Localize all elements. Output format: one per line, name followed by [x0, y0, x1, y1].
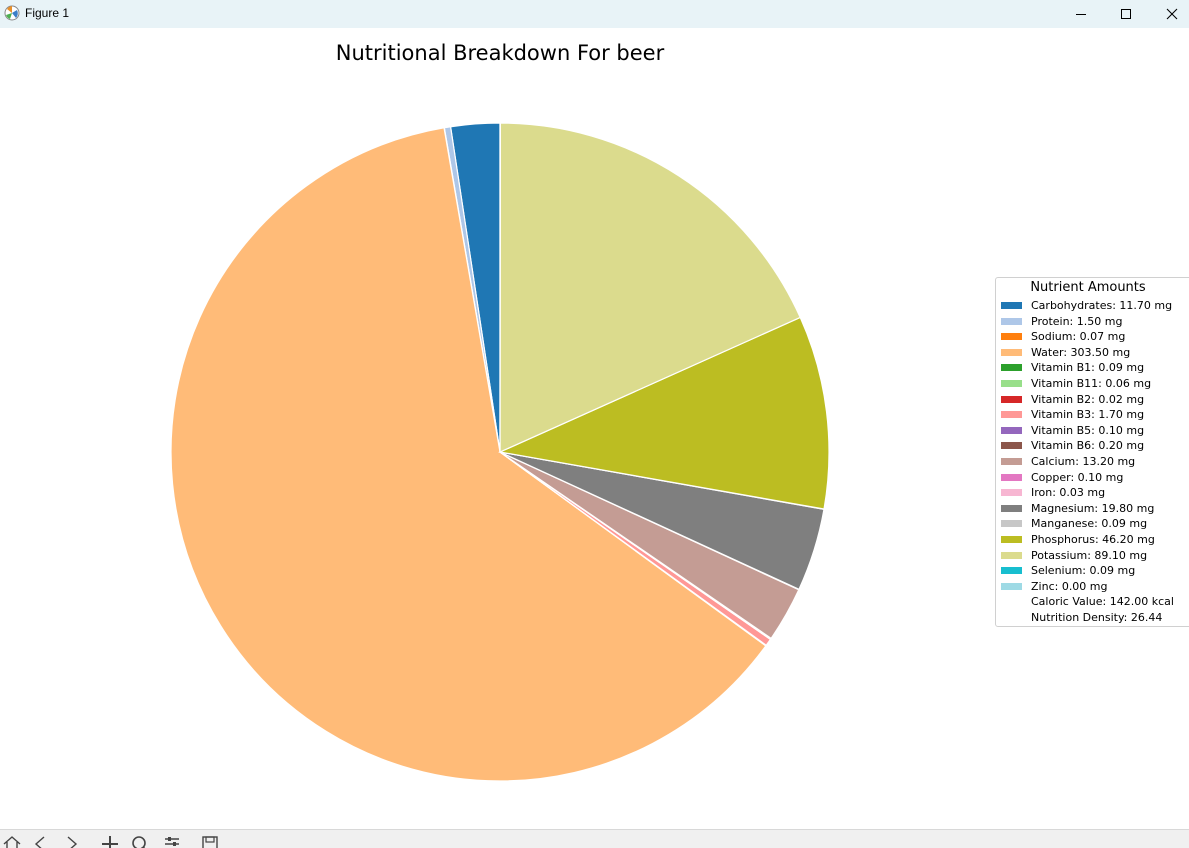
legend-swatch	[1001, 567, 1022, 575]
legend-label: Selenium: 0.09 mg	[1031, 564, 1136, 578]
pie-slice-phosphorus	[497, 316, 830, 510]
matplotlib-app-icon	[4, 5, 20, 21]
forward-icon	[67, 836, 78, 848]
legend-label: Vitamin B5: 0.10 mg	[1031, 423, 1145, 437]
legend-label: Potassium: 89.10 mg	[1031, 548, 1148, 562]
legend-label: Calcium: 13.20 mg	[1031, 454, 1136, 468]
configure-icon	[165, 837, 179, 846]
legend-swatch	[1001, 457, 1022, 465]
minimize-button[interactable]	[1058, 0, 1104, 28]
home-button[interactable]	[2, 834, 24, 848]
chart-title: Nutritional Breakdown For beer	[335, 41, 665, 65]
legend-swatch	[1001, 551, 1022, 559]
legend-title: Nutrient Amounts	[1030, 280, 1146, 295]
legend-label: Protein: 1.50 mg	[1031, 314, 1123, 328]
legend-label: Vitamin B11: 0.06 mg	[1031, 376, 1152, 390]
minimize-icon	[1076, 14, 1086, 15]
zoom-icon	[132, 836, 146, 848]
legend-label: Caloric Value: 142.00 kcal	[1031, 595, 1174, 609]
legend-label: Copper: 0.10 mg	[1031, 470, 1124, 484]
legend-swatch	[1001, 348, 1022, 356]
save-icon	[202, 836, 218, 848]
pan-button[interactable]	[100, 834, 122, 848]
legend-swatch	[1001, 395, 1022, 403]
legend-label: Zinc: 0.00 mg	[1031, 579, 1108, 593]
legend-swatch	[1001, 504, 1022, 512]
legend-swatch	[1001, 333, 1022, 341]
forward-button[interactable]	[62, 834, 84, 848]
legend-label: Phosphorus: 46.20 mg	[1031, 532, 1155, 546]
legend-label: Carbohydrates: 11.70 mg	[1031, 299, 1173, 312]
legend-swatch	[1001, 473, 1022, 481]
zoom-button[interactable]	[130, 834, 152, 848]
save-button[interactable]	[200, 834, 222, 848]
home-icon	[3, 836, 21, 848]
pie-chart	[170, 122, 830, 782]
close-button[interactable]	[1149, 0, 1189, 28]
pie-slice-water	[170, 127, 767, 782]
window-title: Figure 1	[25, 6, 70, 20]
legend-label: Vitamin B2: 0.02 mg	[1031, 392, 1145, 406]
legend-label: Vitamin B3: 1.70 mg	[1031, 408, 1145, 422]
legend-label: Iron: 0.03 mg	[1031, 486, 1106, 500]
legend-label: Nutrition Density: 26.44	[1031, 610, 1163, 624]
legend-swatch	[1001, 489, 1022, 497]
legend-label: Vitamin B1: 0.09 mg	[1031, 361, 1145, 375]
back-button[interactable]	[30, 834, 52, 848]
pie-slice-potassium	[499, 122, 802, 453]
maximize-button[interactable]	[1103, 0, 1149, 28]
pan-icon	[102, 836, 118, 848]
maximize-icon	[1121, 9, 1131, 19]
plot-canvas[interactable]: Nutritional Breakdown For beer Nutrient …	[0, 28, 1189, 829]
legend-swatch	[1001, 379, 1022, 387]
legend-swatch	[1001, 442, 1022, 450]
back-icon	[34, 836, 45, 848]
legend-swatch	[1001, 411, 1022, 419]
legend-swatch	[1001, 426, 1022, 434]
legend-swatch	[1001, 520, 1022, 528]
legend-swatch	[1001, 302, 1022, 309]
legend-label: Water: 303.50 mg	[1031, 345, 1131, 359]
legend-label: Vitamin B6: 0.20 mg	[1031, 439, 1145, 453]
title-bar[interactable]: Figure 1	[0, 0, 1189, 28]
navigation-toolbar	[0, 829, 1189, 848]
legend: Nutrient Amounts Carbohydrates: 11.70 mg…	[995, 277, 1189, 627]
legend-swatch	[1001, 317, 1022, 325]
legend-label: Manganese: 0.09 mg	[1031, 517, 1148, 531]
legend-swatch	[1001, 535, 1022, 543]
legend-label: Sodium: 0.07 mg	[1031, 330, 1126, 344]
legend-label: Magnesium: 19.80 mg	[1031, 501, 1155, 515]
legend-swatch	[1001, 364, 1022, 372]
close-icon	[1166, 8, 1178, 20]
configure-button[interactable]	[162, 834, 184, 848]
legend-swatch	[1001, 582, 1022, 590]
